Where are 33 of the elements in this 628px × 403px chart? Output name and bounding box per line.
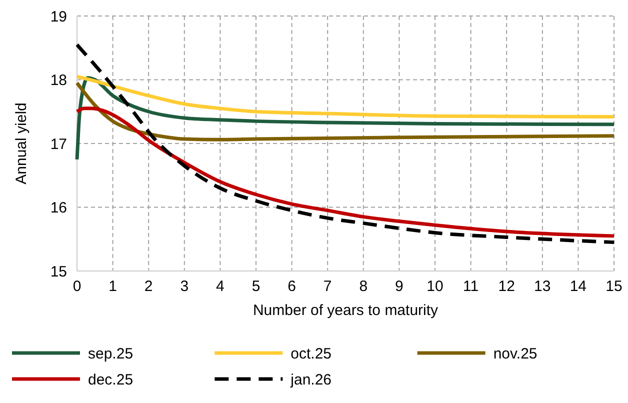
x-tick-label: 14 [570, 278, 587, 295]
x-tick-label: 8 [359, 278, 368, 295]
y-tick-label: 18 [50, 72, 67, 89]
x-tick-label: 9 [395, 278, 404, 295]
line-series [75, 42, 616, 244]
x-tick-label: 11 [463, 278, 479, 295]
x-tick-label: 1 [108, 278, 117, 295]
x-tick-label: 12 [498, 278, 515, 295]
line-series [75, 106, 616, 238]
line-series [75, 76, 616, 162]
x-tick-label: 5 [252, 278, 260, 295]
line-series [75, 74, 616, 118]
legend-label: dec.25 [88, 371, 134, 388]
legend-label: sep.25 [88, 345, 134, 362]
x-tick-label: 6 [288, 278, 296, 295]
line-series [75, 81, 616, 142]
x-tick-label: 15 [606, 278, 622, 295]
x-tick-label: 3 [180, 278, 189, 295]
legend-label: jan.26 [290, 371, 332, 388]
x-tick-label: 13 [534, 278, 551, 295]
x-tick-label: 10 [426, 278, 444, 295]
legend-label: nov.25 [493, 345, 538, 362]
x-tick-label: 7 [323, 278, 332, 295]
y-tick-label: 16 [50, 200, 67, 216]
y-tick-label: 17 [50, 136, 67, 153]
y-tick-label: 19 [50, 8, 67, 26]
x-tick-label: 0 [72, 278, 82, 295]
y-axis-title: Annual yield [13, 102, 30, 184]
legend-label: oct.25 [290, 345, 332, 362]
x-tick-label: 2 [144, 278, 153, 295]
y-tick-label: 15 [50, 263, 67, 280]
x-axis-title: Number of years to maturity [252, 302, 439, 319]
x-tick-label: 4 [216, 278, 224, 295]
